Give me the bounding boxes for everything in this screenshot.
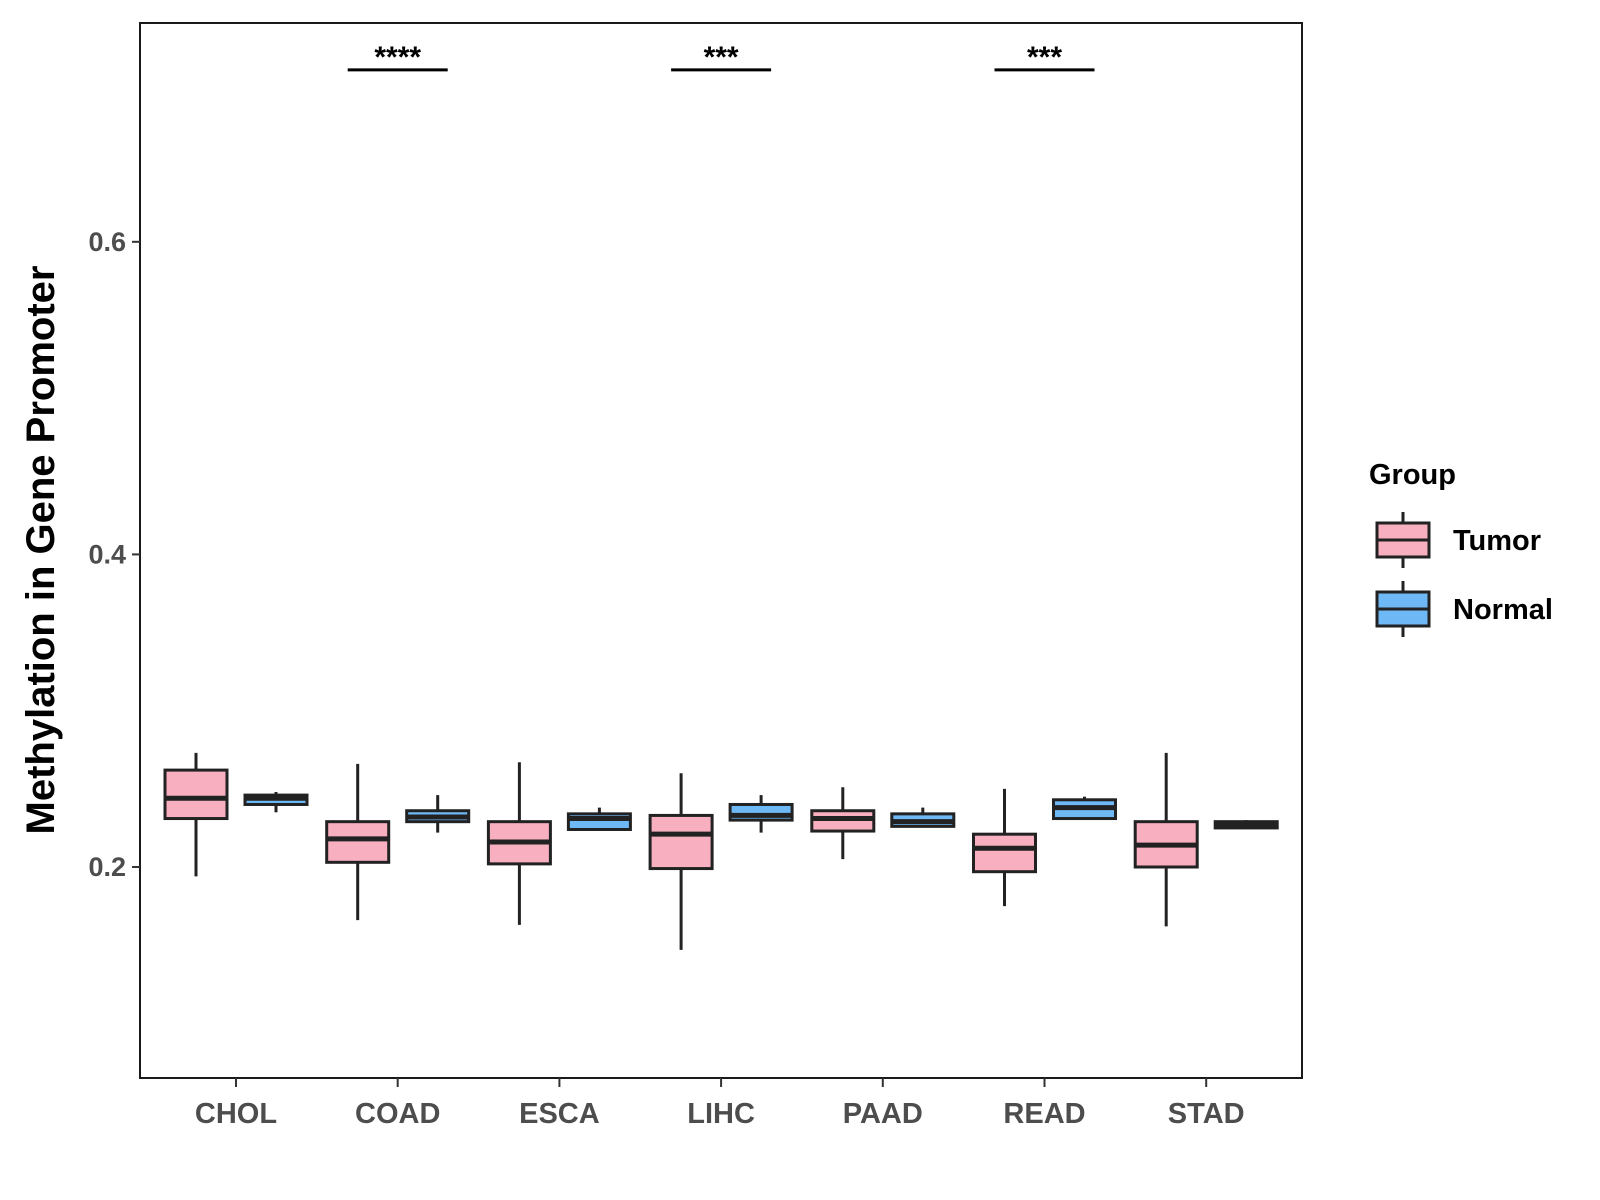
legend-label-tumor: Tumor	[1453, 525, 1541, 557]
y-tick-label: 0.6	[88, 227, 126, 257]
box-normal-stad	[1213, 820, 1279, 830]
boxes-layer	[163, 752, 1279, 950]
significance-label-read: ***	[1027, 41, 1062, 74]
box-tumor-read	[972, 788, 1037, 907]
x-tick-label-stad: STAD	[1168, 1098, 1245, 1130]
x-tick-label-read: READ	[1003, 1098, 1085, 1130]
box-normal-chol	[243, 791, 309, 813]
x-tick-label-lihc: LIHC	[687, 1098, 755, 1130]
x-tick-label-paad: PAAD	[843, 1098, 923, 1130]
box-tumor-paad	[810, 787, 876, 860]
box-body	[163, 768, 229, 821]
box-body	[648, 813, 714, 871]
box-normal-paad	[890, 807, 956, 828]
box-body	[325, 820, 391, 864]
x-tick-label-coad: COAD	[355, 1098, 440, 1130]
legend-item-normal: Normal	[1375, 581, 1553, 637]
box-tumor-stad	[1133, 752, 1199, 927]
box-body	[972, 832, 1037, 874]
significance-annotations: **** *** ***	[347, 41, 1095, 74]
box-normal-lihc	[728, 795, 794, 833]
box-normal-coad	[405, 795, 471, 833]
box-tumor-lihc	[648, 773, 714, 950]
legend-item-tumor: Tumor	[1375, 512, 1541, 568]
legend-label-normal: Normal	[1453, 594, 1553, 626]
plot-panel	[139, 22, 1303, 1079]
box-tumor-coad	[325, 763, 391, 921]
y-axis-title: Methylation in Gene Promoter	[19, 266, 63, 835]
y-axis: 0.2 0.4 0.6	[88, 227, 140, 882]
significance-label-coad: ****	[374, 41, 421, 74]
y-tick-label: 0.4	[88, 539, 126, 569]
significance-label-lihc: ***	[704, 41, 739, 74]
legend-title: Group	[1369, 459, 1456, 491]
box-tumor-esca	[486, 762, 552, 925]
legend: Group Tumor Normal	[1369, 459, 1553, 637]
x-tick-label-esca: ESCA	[519, 1098, 600, 1130]
box-tumor-chol	[163, 752, 229, 877]
box-normal-esca	[566, 807, 632, 831]
x-tick-label-chol: CHOL	[195, 1098, 277, 1130]
box-normal-read	[1052, 796, 1117, 821]
y-tick-label: 0.2	[88, 852, 126, 882]
x-axis: CHOL COAD ESCA LIHC PAAD READ STAD	[195, 1078, 1245, 1130]
